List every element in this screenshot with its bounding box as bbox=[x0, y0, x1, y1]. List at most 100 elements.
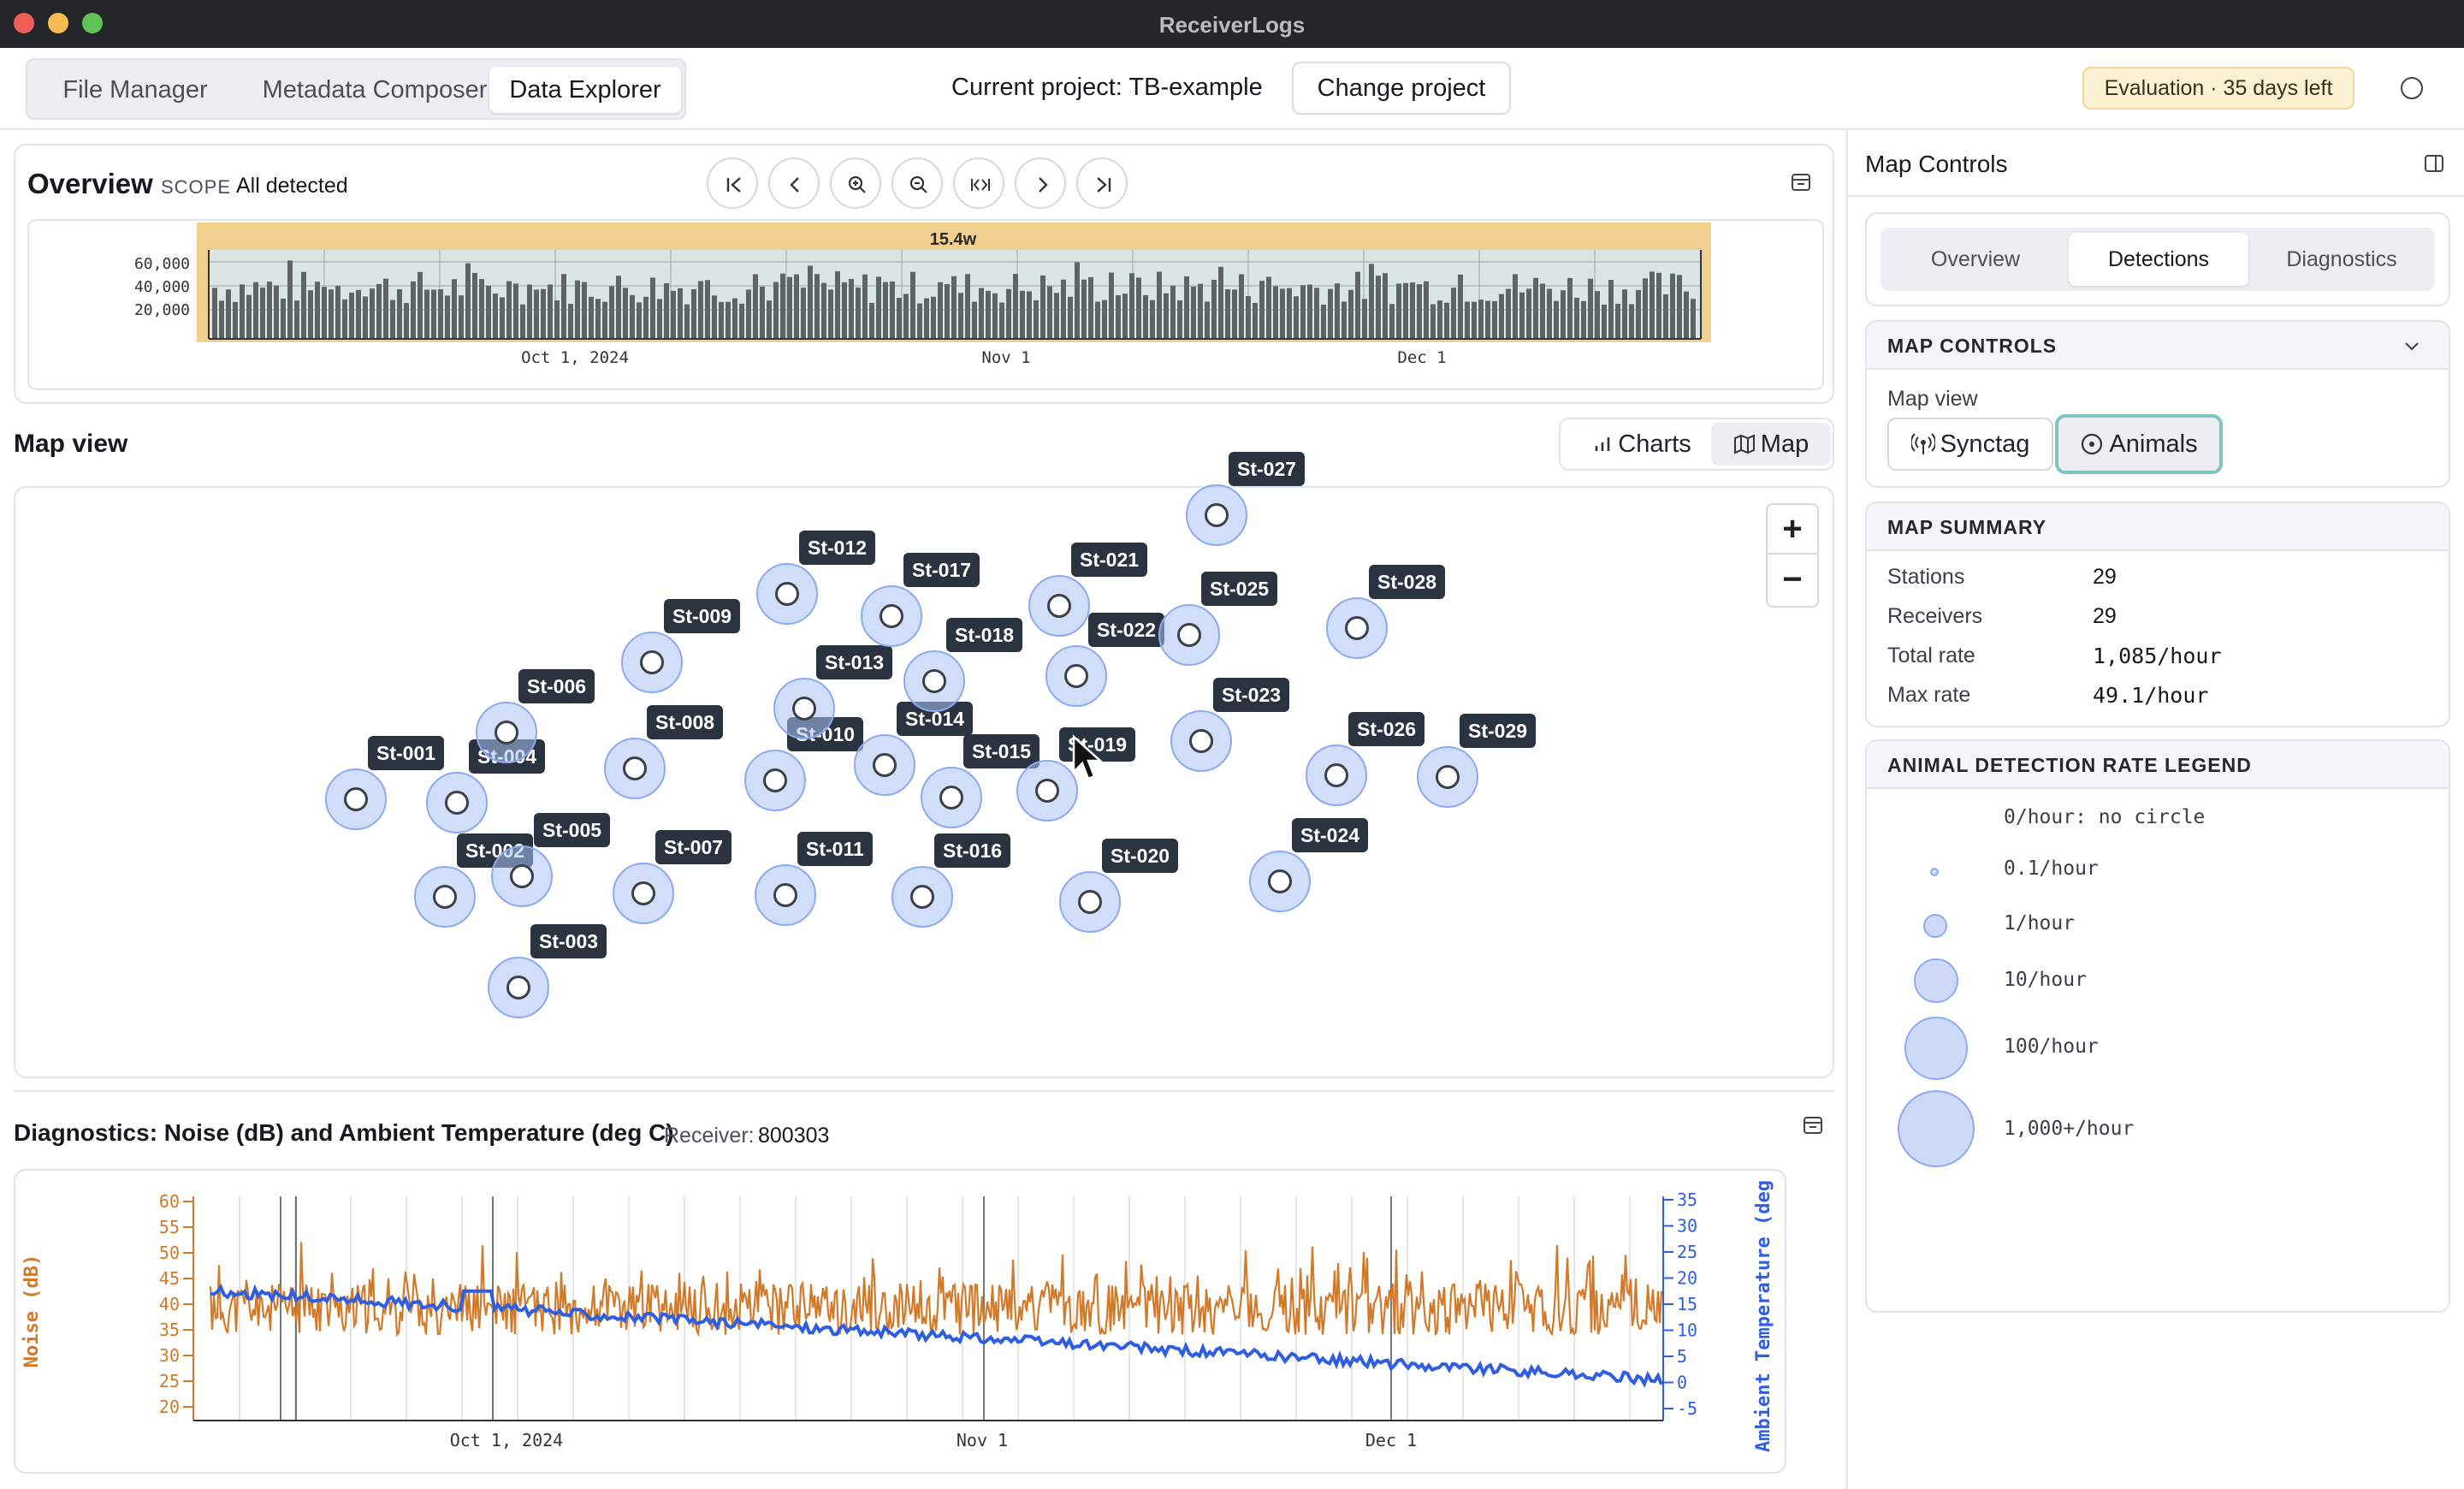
summary-value: 1,085/hour bbox=[2093, 644, 2222, 668]
station-dot[interactable] bbox=[1064, 664, 1088, 688]
y-right-tick: 25 bbox=[1677, 1242, 1697, 1262]
station-dot[interactable] bbox=[1078, 890, 1102, 914]
status-circle-icon[interactable] bbox=[2401, 77, 2423, 99]
charts-button[interactable]: Charts bbox=[1566, 423, 1718, 466]
station-rate-circle bbox=[1059, 871, 1121, 933]
fit-range-icon bbox=[971, 179, 990, 191]
map-summary-section: MAP SUMMARY Stations 29 Receivers 29 Tot… bbox=[1865, 501, 2450, 727]
synctag-button[interactable]: Synctag bbox=[1887, 418, 2053, 471]
current-project-label: Current project: TB-example bbox=[951, 74, 1263, 101]
y-right-tick: 5 bbox=[1677, 1346, 1687, 1367]
station-dot[interactable] bbox=[631, 881, 655, 905]
tab-metadata-composer[interactable]: Metadata Composer bbox=[262, 76, 488, 104]
station-label: St-016 bbox=[934, 833, 1011, 868]
close-window-button[interactable] bbox=[14, 13, 34, 33]
station-dot[interactable] bbox=[1268, 869, 1292, 893]
overview-histogram[interactable]: 15.4w 60,000 40,000 20,000 Oct 1, 2024 N… bbox=[29, 221, 1822, 389]
station-label: St-014 bbox=[897, 702, 974, 736]
station-label: St-007 bbox=[655, 830, 732, 864]
diagnostics-title: Diagnostics: Noise (dB) and Ambient Temp… bbox=[14, 1119, 674, 1146]
chevron-down-icon[interactable] bbox=[2402, 337, 2421, 356]
station-dot[interactable] bbox=[1324, 763, 1348, 787]
map-controls-section: MAP CONTROLS Map view Synctag Animals bbox=[1865, 320, 2450, 488]
station-dot[interactable] bbox=[880, 604, 903, 628]
sidebar-tab-diagnostics[interactable]: Diagnostics bbox=[2286, 247, 2397, 271]
station-label: St-020 bbox=[1102, 839, 1179, 873]
sidebar-tab-overview[interactable]: Overview bbox=[1930, 247, 2021, 271]
zoom-controls: + − bbox=[1766, 503, 1819, 608]
station-dot[interactable] bbox=[1205, 503, 1229, 527]
step-forward-button[interactable] bbox=[1015, 157, 1066, 209]
toggle-sidebar-icon[interactable] bbox=[2423, 152, 2445, 179]
station-dot[interactable] bbox=[763, 768, 787, 792]
zoom-out-button[interactable] bbox=[891, 157, 943, 209]
station-label: St-005 bbox=[534, 813, 611, 847]
station-dot[interactable] bbox=[344, 787, 368, 811]
station-dot[interactable] bbox=[640, 650, 664, 674]
divider bbox=[1848, 195, 2464, 197]
station-dot[interactable] bbox=[775, 582, 799, 606]
change-project-button[interactable]: Change project bbox=[1292, 62, 1511, 115]
station-dot[interactable] bbox=[510, 864, 534, 888]
tab-data-explorer[interactable]: Data Explorer bbox=[489, 67, 681, 113]
y-left-tick: 50 bbox=[159, 1243, 180, 1263]
station-dot[interactable] bbox=[1189, 729, 1213, 753]
station-dot[interactable] bbox=[433, 885, 457, 909]
evaluation-badge: Evaluation · 35 days left bbox=[2082, 67, 2354, 110]
y-left-tick: 40 bbox=[159, 1294, 180, 1314]
maximize-window-button[interactable] bbox=[82, 13, 103, 33]
collapse-panel-icon[interactable] bbox=[1790, 171, 1812, 198]
station-dot[interactable] bbox=[1436, 765, 1460, 789]
target-circle-icon bbox=[2082, 433, 2103, 455]
sidebar-tab-detections[interactable]: Detections bbox=[2069, 233, 2248, 286]
tab-file-manager[interactable]: File Manager bbox=[62, 76, 208, 104]
station-label: St-021 bbox=[1071, 543, 1148, 577]
legend-label: 1/hour bbox=[2004, 912, 2076, 934]
fit-range-button[interactable] bbox=[953, 157, 1004, 209]
map-canvas[interactable]: + − St-001St-002St-003St-004St-005St-006… bbox=[14, 452, 1834, 1078]
station-dot[interactable] bbox=[1345, 616, 1369, 640]
summary-value: 29 bbox=[2093, 604, 2117, 628]
zoom-in-button[interactable] bbox=[830, 157, 881, 209]
station-dot[interactable] bbox=[495, 721, 518, 744]
jump-start-button[interactable] bbox=[707, 157, 758, 209]
legend-label: 0/hour: no circle bbox=[2004, 806, 2206, 828]
station-dot[interactable] bbox=[445, 791, 469, 815]
station-dot[interactable] bbox=[1177, 623, 1201, 647]
step-back-button[interactable] bbox=[768, 157, 820, 209]
station-dot[interactable] bbox=[873, 753, 897, 777]
legend-header: ANIMAL DETECTION RATE LEGEND bbox=[1867, 741, 2449, 789]
map-button[interactable]: Map bbox=[1711, 423, 1831, 466]
y-left-tick: 35 bbox=[159, 1320, 180, 1340]
title-bar: ReceiverLogs bbox=[0, 0, 2464, 48]
station-dot[interactable] bbox=[1047, 594, 1071, 618]
map-summary-header: MAP SUMMARY bbox=[1867, 503, 2449, 551]
station-dot[interactable] bbox=[506, 976, 530, 1000]
map-zoom-in-button[interactable]: + bbox=[1768, 505, 1817, 555]
charts-button-label: Charts bbox=[1618, 430, 1691, 458]
receiver-value: 800303 bbox=[758, 1124, 830, 1148]
animals-button[interactable]: Animals bbox=[2055, 414, 2223, 474]
temperature-series bbox=[210, 1283, 1663, 1388]
station-dot[interactable] bbox=[922, 669, 946, 693]
station-dot[interactable] bbox=[792, 697, 816, 721]
station-label: St-022 bbox=[1088, 613, 1165, 647]
map-controls-header[interactable]: MAP CONTROLS bbox=[1867, 322, 2449, 370]
y-right-tick: 30 bbox=[1677, 1216, 1697, 1237]
station-rate-circle bbox=[613, 863, 674, 924]
minimize-window-button[interactable] bbox=[48, 13, 68, 33]
y-left-tick: 60 bbox=[159, 1191, 180, 1212]
map-zoom-out-button[interactable]: − bbox=[1782, 561, 1803, 598]
station-dot[interactable] bbox=[1035, 779, 1059, 803]
station-dot[interactable] bbox=[773, 883, 797, 907]
station-dot[interactable] bbox=[623, 756, 647, 780]
jump-end-button[interactable] bbox=[1076, 157, 1128, 209]
station-dot[interactable] bbox=[910, 885, 934, 909]
y-right-axis-label: Ambient Temperature (deg bbox=[1753, 1180, 1774, 1452]
map-button-label: Map bbox=[1760, 430, 1810, 458]
collapse-diagnostics-icon[interactable] bbox=[1802, 1114, 1824, 1141]
station-dot[interactable] bbox=[939, 786, 963, 810]
summary-value: 49.1/hour bbox=[2093, 683, 2209, 708]
diagnostics-chart[interactable]: 60 55 50 45 40 35 30 25 20 35 30 25 20 15 10 5 0 -5 Oct … bbox=[14, 1169, 1786, 1474]
